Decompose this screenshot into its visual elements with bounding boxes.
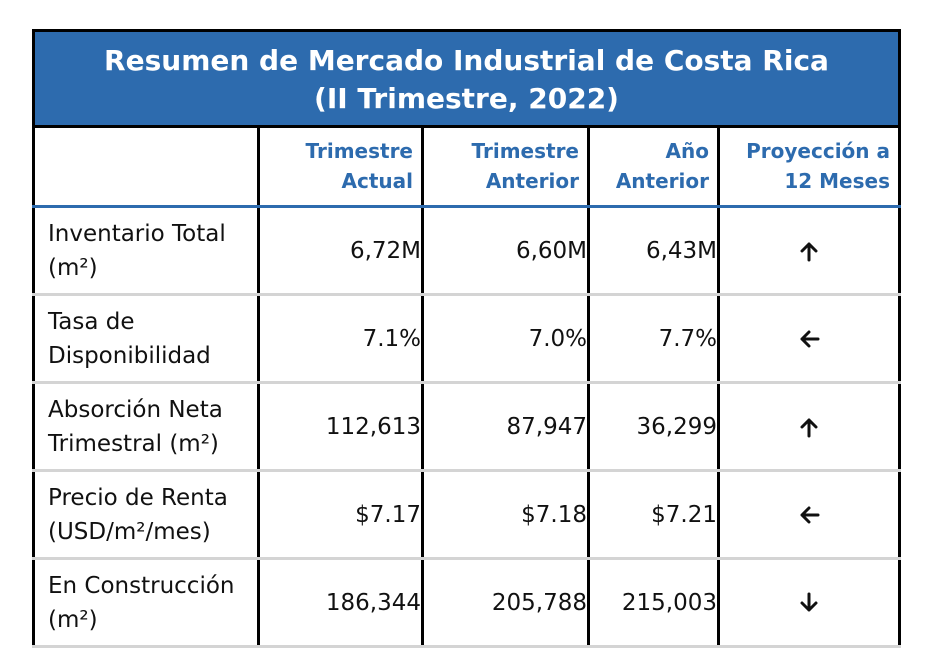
header-row: Trimestre Actual Trimestre Anterior Año …	[32, 128, 901, 208]
cell-trimestre-anterior: 205,788	[424, 560, 590, 645]
cell-ano-anterior: 36,299	[590, 384, 720, 469]
table-grid: Trimestre Actual Trimestre Anterior Año …	[32, 128, 901, 648]
cell-proyeccion	[720, 560, 901, 645]
arrow-up-icon	[800, 242, 818, 261]
row-label-line-1: Tasa de	[48, 308, 135, 335]
cell-trimestre-anterior: 6,60M	[424, 208, 590, 293]
cell-ano-anterior: $7.21	[590, 472, 720, 557]
arrow-left-icon	[800, 330, 820, 347]
cell-proyeccion	[720, 296, 901, 381]
header-text: Trimestre	[471, 139, 579, 163]
cell-proyeccion	[720, 384, 901, 469]
table-row: Tasa de Disponibilidad 7.1% 7.0% 7.7%	[32, 296, 901, 384]
table-row: En Construcción (m²) 186,344 205,788 215,003	[32, 560, 901, 648]
table-row: Precio de Renta (USD/m²/mes) $7.17 $7.18 $7.…	[32, 472, 901, 560]
row-label-line-1: En Construcción	[48, 572, 235, 599]
cell-trimestre-anterior: 87,947	[424, 384, 590, 469]
header-text: Anterior	[615, 169, 709, 193]
arrow-down-icon	[800, 592, 818, 611]
row-label-line-2: Disponibilidad	[48, 342, 211, 369]
table-title: Resumen de Mercado Industrial de Costa R…	[32, 29, 901, 128]
row-label: Inventario Total (m²)	[32, 208, 260, 293]
row-label: Absorción Neta Trimestral (m²)	[32, 384, 260, 469]
row-label-line-1: Precio de Renta	[48, 484, 228, 511]
row-label-line-2: (m²)	[48, 606, 98, 633]
header-text: Actual	[341, 169, 413, 193]
title-line-2: (II Trimestre, 2022)	[314, 82, 619, 115]
header-proyeccion: Proyección a 12 Meses	[720, 128, 901, 205]
arrow-left-icon	[800, 506, 820, 523]
table-row: Inventario Total (m²) 6,72M 6,60M 6,43M	[32, 208, 901, 296]
cell-trimestre-actual: $7.17	[260, 472, 424, 557]
header-text: Proyección a	[746, 139, 890, 163]
cell-proyeccion	[720, 208, 901, 293]
row-label: Tasa de Disponibilidad	[32, 296, 260, 381]
cell-ano-anterior: 6,43M	[590, 208, 720, 293]
header-blank	[32, 128, 260, 205]
cell-trimestre-actual: 112,613	[260, 384, 424, 469]
header-text: Trimestre	[305, 139, 413, 163]
title-line-1: Resumen de Mercado Industrial de Costa R…	[104, 44, 829, 77]
row-label-line-1: Absorción Neta	[48, 396, 223, 423]
market-summary-table: Resumen de Mercado Industrial de Costa R…	[32, 29, 901, 648]
header-text: Anterior	[485, 169, 579, 193]
cell-ano-anterior: 215,003	[590, 560, 720, 645]
row-label-line-2: (USD/m²/mes)	[48, 518, 211, 545]
cell-trimestre-actual: 186,344	[260, 560, 424, 645]
row-label-line-1: Inventario Total	[48, 220, 226, 247]
header-trimestre-actual: Trimestre Actual	[260, 128, 424, 205]
header-text: 12 Meses	[784, 169, 890, 193]
row-label: Precio de Renta (USD/m²/mes)	[32, 472, 260, 557]
row-label-line-2: (m²)	[48, 254, 98, 281]
cell-trimestre-actual: 6,72M	[260, 208, 424, 293]
row-label-line-2: Trimestral (m²)	[48, 430, 219, 457]
cell-proyeccion	[720, 472, 901, 557]
cell-trimestre-anterior: 7.0%	[424, 296, 590, 381]
header-trimestre-anterior: Trimestre Anterior	[424, 128, 590, 205]
cell-ano-anterior: 7.7%	[590, 296, 720, 381]
cell-trimestre-anterior: $7.18	[424, 472, 590, 557]
table-row: Absorción Neta Trimestral (m²) 112,613 87,9…	[32, 384, 901, 472]
cell-trimestre-actual: 7.1%	[260, 296, 424, 381]
header-text: Año	[665, 139, 709, 163]
row-label: En Construcción (m²)	[32, 560, 260, 645]
header-ano-anterior: Año Anterior	[590, 128, 720, 205]
arrow-up-icon	[800, 418, 818, 437]
